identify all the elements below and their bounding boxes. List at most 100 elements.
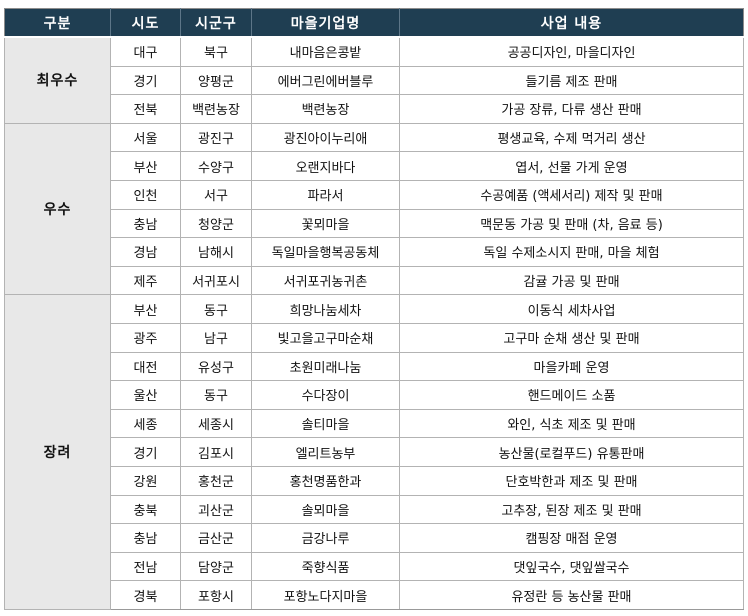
business-cell: 마을카페 운영 <box>399 351 744 382</box>
district-cell: 괴산군 <box>180 494 252 525</box>
enterprise-cell: 홍천명품한과 <box>251 465 400 496</box>
district-cell: 북구 <box>180 36 252 67</box>
enterprise-cell: 에버그린에버블루 <box>251 65 400 96</box>
business-cell: 댓잎국수, 댓잎쌀국수 <box>399 551 744 582</box>
province-cell: 충남 <box>110 208 181 239</box>
table-row: 경기 양평군 에버그린에버블루 들기름 제조 판매 <box>5 65 744 96</box>
province-cell: 대구 <box>110 36 181 67</box>
table-row: 우수 서울 광진구 광진아이누리애 평생교육, 수제 먹거리 생산 <box>4 122 744 296</box>
col-header-district: 시군구 <box>180 8 252 38</box>
enterprise-cell: 광진아이누리애 <box>251 122 400 153</box>
table-row: 제주 서귀포시 서귀포귀농귀촌 감귤 가공 및 판매 <box>5 265 744 296</box>
province-cell: 광주 <box>110 322 181 353</box>
province-cell: 충북 <box>110 494 181 525</box>
district-cell: 유성구 <box>180 351 252 382</box>
district-cell: 서귀포시 <box>180 265 252 296</box>
district-cell: 세종시 <box>180 408 252 439</box>
district-cell: 동구 <box>180 380 252 410</box>
business-cell: 평생교육, 수제 먹거리 생산 <box>399 122 744 153</box>
business-cell: 유정란 등 농산물 판매 <box>399 580 744 610</box>
enterprise-cell: 금강나루 <box>251 523 400 553</box>
enterprise-cell: 독일마을행복공동체 <box>251 237 400 267</box>
province-cell: 대전 <box>110 351 181 382</box>
district-cell: 금산군 <box>180 523 252 553</box>
table-row: 전북 백련농장 백련농장 가공 장류, 다류 생산 판매 <box>5 94 744 124</box>
table-row: 장려 부산 동구 희망나눔세차 이동식 세차사업 <box>4 294 744 610</box>
province-cell: 전남 <box>110 551 181 582</box>
enterprise-cell: 빛고을고구마순채 <box>251 322 400 353</box>
table-row: 인천 서구 파라서 수공예품 (액세서리) 제작 및 판매 <box>5 179 744 210</box>
district-cell: 양평군 <box>180 65 252 96</box>
table-row: 광주 남구 빛고을고구마순채 고구마 순채 생산 및 판매 <box>5 322 744 353</box>
district-cell: 청양군 <box>180 208 252 239</box>
province-cell: 충남 <box>110 523 181 553</box>
category-cell: 우수 <box>4 122 111 296</box>
business-cell: 단호박한과 제조 및 판매 <box>399 465 744 496</box>
table-row: 경북 포항시 포항노다지마을 유정란 등 농산물 판매 <box>5 580 744 610</box>
table-row: 경기 김포시 엘리트농부 농산물(로컬푸드) 유통판매 <box>5 437 744 467</box>
province-cell: 울산 <box>110 380 181 410</box>
enterprise-cell: 희망나눔세차 <box>251 294 400 324</box>
business-cell: 감귤 가공 및 판매 <box>399 265 744 296</box>
business-cell: 공공디자인, 마을디자인 <box>399 36 744 67</box>
province-cell: 제주 <box>110 265 181 296</box>
business-cell: 수공예품 (액세서리) 제작 및 판매 <box>399 179 744 210</box>
enterprise-cell: 내마음은콩밭 <box>251 36 400 67</box>
district-cell: 서구 <box>180 179 252 210</box>
province-cell: 부산 <box>110 151 181 181</box>
table-row: 울산 동구 수다장이 핸드메이드 소품 <box>5 380 744 410</box>
table-row: 부산 수양구 오랜지바다 엽서, 선물 가게 운영 <box>5 151 744 181</box>
district-cell: 남해시 <box>180 237 252 267</box>
enterprise-cell: 꽃뫼마을 <box>251 208 400 239</box>
business-cell: 고구마 순채 생산 및 판매 <box>399 322 744 353</box>
province-cell: 부산 <box>110 294 181 324</box>
province-cell: 강원 <box>110 465 181 496</box>
province-cell: 세종 <box>110 408 181 439</box>
district-cell: 담양군 <box>180 551 252 582</box>
district-cell: 포항시 <box>180 580 252 610</box>
province-cell: 경남 <box>110 237 181 267</box>
business-cell: 와인, 식초 제조 및 판매 <box>399 408 744 439</box>
enterprise-cell: 포항노다지마을 <box>251 580 400 610</box>
table-row: 충북 괴산군 솔뫼마을 고추장, 된장 제조 및 판매 <box>5 494 744 525</box>
business-cell: 이동식 세차사업 <box>399 294 744 324</box>
table-header: 구분 시도 시군구 마을기업명 사업 내용 <box>4 8 744 38</box>
enterprise-cell: 솔티마을 <box>251 408 400 439</box>
province-cell: 경기 <box>110 65 181 96</box>
col-header-business: 사업 내용 <box>399 8 744 38</box>
district-cell: 동구 <box>180 294 252 324</box>
enterprise-cell: 솔뫼마을 <box>251 494 400 525</box>
province-cell: 서울 <box>110 122 181 153</box>
business-cell: 핸드메이드 소품 <box>399 380 744 410</box>
enterprise-cell: 수다장이 <box>251 380 400 410</box>
header-row: 구분 시도 시군구 마을기업명 사업 내용 <box>4 8 744 38</box>
table-row: 세종 세종시 솔티마을 와인, 식초 제조 및 판매 <box>5 408 744 439</box>
district-cell: 김포시 <box>180 437 252 467</box>
province-cell: 경북 <box>110 580 181 610</box>
district-cell: 백련농장 <box>180 94 252 124</box>
table-row: 최우수 대구 북구 내마음은콩밭 공공디자인, 마을디자인 <box>4 36 744 124</box>
business-cell: 엽서, 선물 가게 운영 <box>399 151 744 181</box>
category-cell: 장려 <box>4 294 111 610</box>
category-cell: 최우수 <box>4 36 111 124</box>
district-cell: 남구 <box>180 322 252 353</box>
enterprise-cell: 죽향식품 <box>251 551 400 582</box>
business-cell: 맥문동 가공 및 판매 (차, 음료 등) <box>399 208 744 239</box>
table-row: 전남 담양군 죽향식품 댓잎국수, 댓잎쌀국수 <box>5 551 744 582</box>
business-cell: 캠핑장 매점 운영 <box>399 523 744 553</box>
table-row: 충남 청양군 꽃뫼마을 맥문동 가공 및 판매 (차, 음료 등) <box>5 208 744 239</box>
district-cell: 수양구 <box>180 151 252 181</box>
table-row: 강원 홍천군 홍천명품한과 단호박한과 제조 및 판매 <box>5 465 744 496</box>
business-cell: 들기름 제조 판매 <box>399 65 744 96</box>
table-row: 대전 유성구 초원미래나눔 마을카페 운영 <box>5 351 744 382</box>
province-cell: 인천 <box>110 179 181 210</box>
province-cell: 전북 <box>110 94 181 124</box>
col-header-province: 시도 <box>110 8 181 38</box>
table-row: 경남 남해시 독일마을행복공동체 독일 수제소시지 판매, 마을 체험 <box>5 237 744 267</box>
business-cell: 가공 장류, 다류 생산 판매 <box>399 94 744 124</box>
table-row: 충남 금산군 금강나루 캠핑장 매점 운영 <box>5 523 744 553</box>
business-cell: 농산물(로컬푸드) 유통판매 <box>399 437 744 467</box>
district-cell: 홍천군 <box>180 465 252 496</box>
table-body: 최우수 대구 북구 내마음은콩밭 공공디자인, 마을디자인 경기 양평군 에버그린에버블루 들기… <box>4 36 744 610</box>
